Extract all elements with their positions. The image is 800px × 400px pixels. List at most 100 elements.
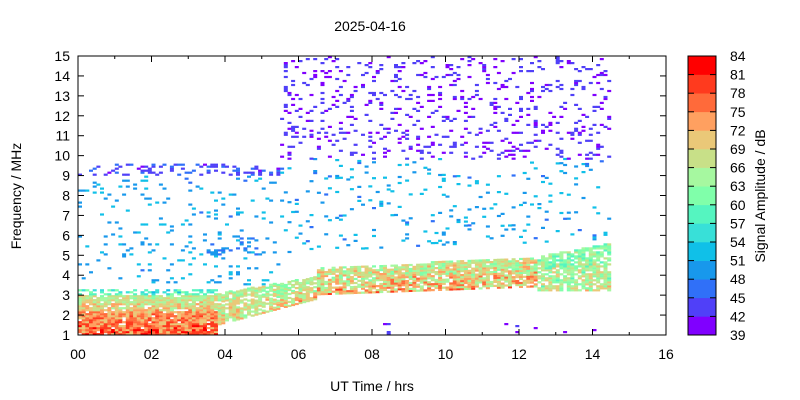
heatmap-cell [305, 111, 310, 114]
heatmap-cell [155, 305, 160, 308]
heatmap-cell [504, 262, 509, 265]
heatmap-cell [379, 246, 384, 249]
heatmap-cell [85, 317, 90, 320]
heatmap-cell [217, 309, 222, 312]
heatmap-cell [522, 201, 527, 204]
heatmap-cell [320, 281, 325, 284]
heatmap-cell [291, 103, 296, 106]
heatmap-cell [342, 131, 347, 134]
heatmap-cell [191, 313, 196, 316]
heatmap-cell [364, 291, 369, 294]
heatmap-cell [162, 315, 167, 318]
heatmap-cell [603, 287, 608, 290]
heatmap-cell [254, 287, 259, 290]
heatmap-cell [478, 287, 483, 290]
heatmap-cell [103, 305, 108, 308]
heatmap-cell [331, 276, 336, 279]
heatmap-cell [92, 309, 97, 312]
heatmap-cell [599, 251, 604, 254]
heatmap-cell [592, 259, 597, 262]
heatmap-cell [596, 257, 601, 260]
heatmap-cell [169, 165, 174, 168]
heatmap-cell [96, 315, 101, 318]
heatmap-cell [122, 297, 127, 300]
heatmap-cell [530, 265, 534, 268]
heatmap-cell [555, 253, 560, 256]
heatmap-cell [460, 262, 465, 265]
heatmap-cell [217, 237, 222, 240]
heatmap-cell [346, 66, 351, 69]
heatmap-cell [327, 284, 332, 287]
heatmap-cell [386, 268, 391, 271]
heatmap-cell [603, 285, 608, 288]
heatmap-cell [482, 281, 487, 284]
heatmap-cell [368, 145, 373, 148]
heatmap-cell [456, 278, 461, 281]
heatmap-cell [563, 259, 568, 262]
heatmap-cell [100, 307, 104, 310]
heatmap-cell [383, 278, 387, 281]
heatmap-cell [574, 127, 579, 130]
heatmap-cell [111, 289, 116, 292]
heatmap-cell [427, 271, 432, 274]
heatmap-cell [155, 297, 160, 300]
heatmap-cell [206, 313, 211, 316]
heatmap-cell [177, 303, 182, 306]
heatmap-cell [478, 259, 483, 262]
heatmap-cell [247, 309, 251, 312]
heatmap-cell [81, 277, 86, 280]
heatmap-cell [320, 83, 325, 87]
heatmap-cell [496, 278, 501, 281]
heatmap-cell [504, 276, 509, 279]
heatmap-cell [78, 299, 82, 302]
heatmap-cell [445, 195, 450, 198]
heatmap-cell [607, 155, 612, 158]
heatmap-cell [357, 62, 362, 65]
heatmap-cell [184, 323, 189, 326]
heatmap-cell [158, 295, 163, 298]
heatmap-cell [467, 265, 472, 268]
heatmap-cell [349, 272, 354, 275]
heatmap-cell [162, 291, 167, 294]
heatmap-cell [247, 307, 251, 310]
heatmap-cell [349, 115, 354, 118]
heatmap-cell [552, 261, 557, 264]
heatmap-cell [489, 101, 494, 104]
heatmap-cell [544, 261, 549, 264]
heatmap-cell [305, 290, 310, 293]
heatmap-cell [232, 291, 237, 294]
heatmap-cell [508, 282, 512, 285]
heatmap-cell [283, 283, 288, 287]
heatmap-cell [327, 187, 332, 190]
heatmap-cell [78, 307, 82, 310]
heatmap-cell [140, 311, 145, 314]
heatmap-cell [191, 321, 196, 324]
heatmap-cell [467, 279, 472, 282]
heatmap-cell [504, 155, 509, 158]
heatmap-cell [166, 319, 171, 322]
heatmap-cell [228, 173, 233, 176]
heatmap-cell [592, 263, 597, 266]
heatmap-cell [599, 247, 604, 250]
heatmap-cell [173, 307, 178, 310]
heatmap-cell [364, 113, 369, 116]
heatmap-cell [552, 275, 557, 278]
heatmap-cell [405, 113, 410, 116]
heatmap-cell [478, 273, 483, 276]
heatmap-cell [581, 85, 586, 89]
heatmap-cell [206, 331, 211, 334]
heatmap-cell [320, 273, 325, 276]
heatmap-cell [427, 275, 432, 278]
heatmap-cell [361, 247, 365, 250]
heatmap-cell [122, 313, 127, 316]
heatmap-cell [379, 91, 384, 95]
heatmap-cell [552, 281, 557, 284]
heatmap-cell [199, 297, 204, 300]
heatmap-cell [122, 295, 127, 298]
heatmap-cell [118, 307, 123, 310]
heatmap-cell [519, 275, 523, 279]
heatmap-cell [265, 197, 270, 200]
heatmap-cell [504, 258, 509, 261]
heatmap-cell [533, 121, 538, 124]
heatmap-cell [158, 319, 163, 322]
